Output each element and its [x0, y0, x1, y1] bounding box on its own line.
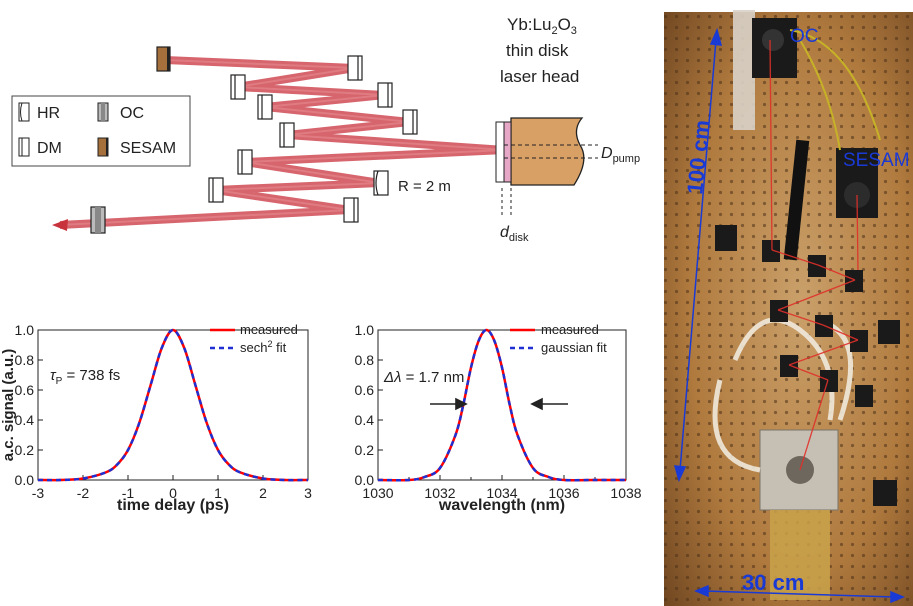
- chart1-ylabel: a.c. signal (a.u.): [0, 349, 17, 462]
- chart2-xlabel: wavelength (nm): [438, 497, 565, 514]
- setup-photo: OC SESAM 100 cm 30 cm: [664, 0, 913, 606]
- chart1-ytick-label: 0.0: [15, 472, 35, 488]
- chart2-annotation: Δλ = 1.7 nm: [383, 369, 464, 386]
- mirror-4: [257, 94, 273, 120]
- mirror-8: [373, 170, 389, 196]
- mirror-5: [402, 109, 418, 135]
- chart1-xtick-label: 3: [304, 485, 312, 501]
- legend-oc-icon: [97, 102, 109, 122]
- width-dimension-arrow: [694, 584, 905, 604]
- width-photo-label: 30 cm: [742, 570, 804, 595]
- chart1-ytick-label: 0.2: [15, 442, 35, 458]
- chart1-xtick-label: 2: [259, 485, 267, 501]
- legend-oc-label: OC: [120, 105, 144, 122]
- chart2-xtick-label: 1030: [362, 485, 393, 501]
- chart1-legend-measured-label: measured: [240, 322, 298, 337]
- sesam-mirror: [156, 46, 171, 72]
- chart2-xtick-label: 1032: [424, 485, 455, 501]
- laser-head-line3: laser head: [500, 67, 579, 86]
- chart1-ytick-label: 1.0: [15, 322, 35, 338]
- mirror-1: [347, 55, 363, 81]
- chart2-ytick-label: 0.4: [355, 412, 375, 428]
- fwhm-arrows: [430, 397, 568, 411]
- component-legend: HR DM OC SESAM: [11, 95, 191, 167]
- chart1-xtick-label: 1: [214, 485, 222, 501]
- chart1-legend-fit-label: sech2 fit: [240, 339, 287, 355]
- chart2-ytick-label: 0.8: [355, 352, 375, 368]
- legend-sesam-label: SESAM: [120, 140, 176, 157]
- mirror-2: [230, 74, 246, 100]
- chart2-xtick-label: 1038: [610, 485, 641, 501]
- oc-photo-label: OC: [790, 26, 819, 47]
- laser-head-line2: thin disk: [506, 41, 569, 60]
- laser-head: [495, 117, 598, 215]
- mirror-6: [279, 122, 295, 148]
- chart1-xlabel: time delay (ps): [117, 497, 229, 514]
- legend-hr-icon: [18, 102, 30, 122]
- output-coupler: [90, 206, 106, 234]
- chart1-xtick-label: 0: [169, 485, 177, 501]
- chart2-legend-measured-label: measured: [541, 322, 599, 337]
- chart1-xtick-label: -2: [77, 485, 90, 501]
- mirror-3: [377, 82, 393, 108]
- chart2-legend-fit-label: gaussian fit: [541, 340, 607, 355]
- output-arrow-icon: [52, 219, 68, 231]
- spectrum-chart: wavelength (nm) 1030 1032 1034 1036 1038 0.0 0…: [355, 322, 642, 514]
- chart2-ytick-label: 0.0: [355, 472, 375, 488]
- chart2-ytick-label: 1.0: [355, 322, 375, 338]
- chart2-ytick-label: 0.6: [355, 382, 375, 398]
- mirror-radius-label: R = 2 m: [398, 178, 451, 195]
- chart1-ytick-label: 0.6: [15, 382, 35, 398]
- photo-hardware: [712, 10, 900, 600]
- mirror-9: [208, 177, 224, 203]
- legend-sesam-icon: [97, 137, 109, 157]
- chart1-xtick-label: -3: [32, 485, 45, 501]
- chart2-series-fit: [377, 328, 626, 482]
- chart1-frame: [37, 329, 309, 481]
- mirror-7: [237, 149, 253, 175]
- legend-dm-label: DM: [37, 140, 62, 157]
- chart2-xtick-label: 1036: [548, 485, 579, 501]
- chart2-xtick-label: 1034: [486, 485, 517, 501]
- legend-dm-icon: [18, 137, 30, 157]
- chart1-ytick-label: 0.4: [15, 412, 35, 428]
- chart2-ytick-label: 0.2: [355, 442, 375, 458]
- mirror-10: [343, 197, 359, 223]
- chart1-series-fit: [37, 328, 309, 482]
- cavity-mirrors: [208, 55, 418, 223]
- d-disk-label: ddisk: [500, 224, 529, 244]
- chart1-series-measured: [37, 328, 309, 482]
- chart1-ytick-label: 0.8: [15, 352, 35, 368]
- length-dimension-arrow: [673, 27, 723, 483]
- laser-head-line1: Yb:Lu2O3: [507, 15, 577, 37]
- d-pump-label: Dpump: [601, 145, 640, 165]
- cavity-diagram: R = 2 m Yb:Lu2O3 thin disk laser head Dp…: [52, 15, 640, 244]
- autocorrelation-chart: a.c. signal (a.u.) time delay (ps) -3 -2 -…: [0, 322, 312, 514]
- chart1-annotation: τP = 738 fs: [50, 367, 120, 387]
- chart1-xtick-label: -1: [122, 485, 135, 501]
- sesam-photo-label: SESAM: [843, 150, 910, 171]
- legend-hr-label: HR: [37, 105, 60, 122]
